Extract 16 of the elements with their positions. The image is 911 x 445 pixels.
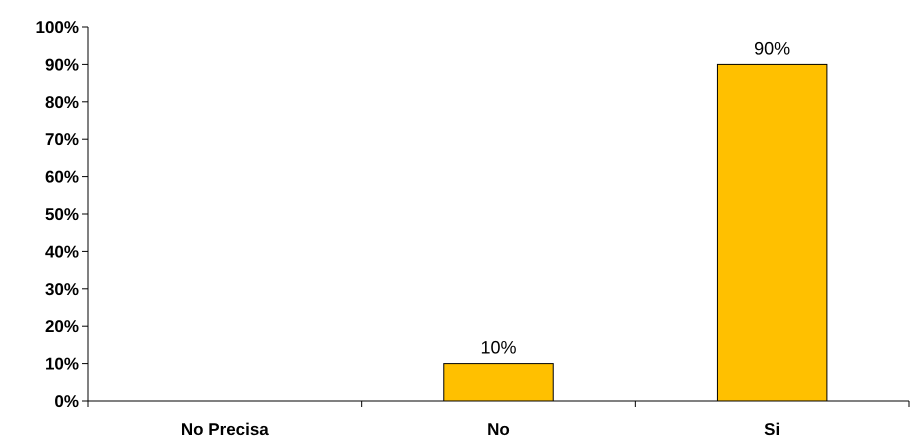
y-tick-label: 20% (44, 317, 79, 336)
y-tick-label: 40% (44, 242, 79, 262)
x-tick-label: No Precisa (180, 420, 270, 439)
y-tick-label: 50% (44, 204, 79, 224)
y-tick-label: 60% (44, 168, 79, 187)
x-tick-label: No (487, 420, 510, 439)
y-tick-label: 100% (36, 18, 79, 37)
y-tick-label: 90% (44, 55, 79, 74)
data-label: 10% (480, 338, 517, 358)
y-tick-label: 0% (54, 392, 79, 411)
y-tick-label: 30% (44, 280, 79, 299)
y-tick-label: 70% (44, 130, 79, 150)
data-label: 90% (754, 38, 790, 58)
y-tick-label: 10% (44, 354, 79, 374)
x-tick-label: Si (764, 420, 780, 439)
y-tick-label: 80% (44, 92, 79, 112)
